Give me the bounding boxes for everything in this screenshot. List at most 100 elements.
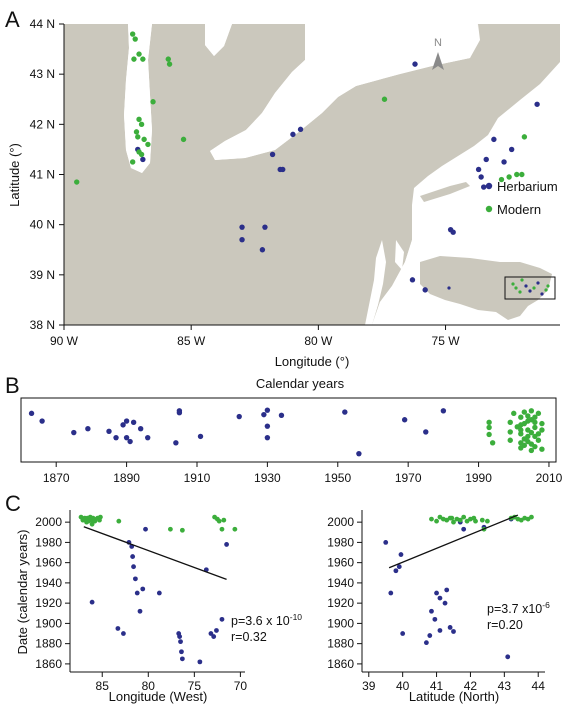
map-point-modern bbox=[138, 121, 145, 128]
timeline-point-herbarium bbox=[197, 433, 204, 440]
inset-point-herbarium bbox=[540, 292, 544, 296]
inset-point-modern bbox=[514, 286, 518, 290]
timeline-point-modern bbox=[507, 419, 513, 426]
inset-point-herbarium bbox=[536, 281, 540, 285]
timeline-point-modern bbox=[518, 414, 524, 420]
scatter-ytick-label: 1880 bbox=[327, 637, 354, 651]
scatter-point-modern bbox=[457, 517, 463, 523]
timeline-point-modern bbox=[518, 427, 524, 433]
scatter-point-modern bbox=[449, 515, 455, 521]
map-ytick-label: 44 N bbox=[30, 17, 55, 31]
map-point-herbarium bbox=[483, 156, 489, 163]
scatter-xtick-label: 39 bbox=[362, 679, 376, 693]
scatter-point-herbarium bbox=[396, 564, 402, 570]
timeline-point-herbarium bbox=[123, 434, 130, 441]
map-legend: Herbarium Modern bbox=[485, 179, 558, 217]
map-point-modern bbox=[129, 31, 136, 37]
scatter-xtick-label: 80 bbox=[142, 679, 156, 693]
scatter-point-herbarium bbox=[219, 616, 225, 622]
map-xtick-label: 75 W bbox=[432, 334, 461, 348]
scatter-point-herbarium bbox=[89, 599, 95, 605]
scatter-point-modern bbox=[473, 518, 478, 524]
scatter-xtick-label: 44 bbox=[532, 679, 546, 693]
scatter-point-herbarium bbox=[432, 616, 438, 622]
scatter-ytick-label: 1980 bbox=[327, 535, 354, 549]
longitude-scatter: 85 80 75 70 1860 1880 1900 1920 1940 1960 1980 2000… bbox=[35, 510, 302, 704]
map-point-herbarium bbox=[269, 151, 276, 158]
timeline-point-modern bbox=[539, 446, 545, 452]
scatter-point-herbarium bbox=[115, 626, 121, 631]
map-ytick-label: 38 N bbox=[30, 318, 55, 332]
scatter-ytick-label: 1880 bbox=[35, 637, 62, 651]
map-point-modern bbox=[150, 99, 156, 105]
date-ylabel: Date (calendar years) bbox=[15, 530, 30, 655]
scatter-point-herbarium bbox=[423, 640, 429, 646]
map-point-modern bbox=[131, 56, 137, 62]
scatter-point-modern bbox=[484, 518, 490, 524]
inset-point-herbarium bbox=[528, 289, 532, 293]
timeline-point-modern bbox=[539, 420, 545, 427]
map-point-modern bbox=[506, 174, 512, 180]
timeline-point-modern bbox=[507, 437, 513, 443]
map-point-herbarium bbox=[491, 136, 497, 143]
map-point-herbarium bbox=[280, 166, 286, 173]
scatter-point-herbarium bbox=[434, 590, 439, 596]
scatter-point-modern bbox=[216, 518, 222, 524]
scatter-point-modern bbox=[429, 516, 434, 522]
scatter-point-herbarium bbox=[437, 595, 443, 601]
panel-label-b: B bbox=[5, 373, 20, 398]
scatter-point-herbarium bbox=[121, 631, 126, 636]
inset-us-map bbox=[420, 256, 556, 320]
timeline-point-herbarium bbox=[120, 422, 126, 428]
map-point-modern bbox=[138, 151, 145, 158]
legend-modern: Modern bbox=[497, 202, 541, 217]
map-xtick-label: 80 W bbox=[304, 334, 333, 348]
timeline-tick-label: 1930 bbox=[254, 471, 281, 485]
timeline-tick-label: 1890 bbox=[113, 471, 140, 485]
map-point-herbarium bbox=[297, 126, 304, 133]
timeline-point-herbarium bbox=[127, 438, 133, 445]
map-point-modern bbox=[136, 116, 142, 123]
scatter-point-herbarium bbox=[179, 656, 185, 662]
latitude-scatter: 39 40 41 42 43 44 1860 1880 1900 1920 1940 1960 1980… bbox=[327, 510, 550, 704]
scatter-ytick-label: 2000 bbox=[327, 515, 354, 529]
map-ytick-label: 39 N bbox=[30, 268, 55, 282]
timeline-point-modern bbox=[518, 431, 524, 437]
map-point-modern bbox=[521, 134, 528, 140]
map-ytick-label: 43 N bbox=[30, 67, 55, 81]
map-point-modern bbox=[132, 36, 138, 42]
map-point-herbarium bbox=[422, 287, 428, 293]
scatter-point-herbarium bbox=[447, 625, 453, 630]
scatter-point-modern bbox=[461, 514, 467, 520]
map-point-modern bbox=[133, 129, 140, 135]
timeline-tick-label: 2010 bbox=[536, 471, 563, 485]
scatter-ytick-label: 1900 bbox=[35, 616, 62, 630]
scatter-point-herbarium bbox=[132, 576, 138, 582]
map-point-modern bbox=[165, 56, 171, 62]
inset-point-modern bbox=[520, 278, 524, 282]
map-point-herbarium bbox=[409, 277, 416, 283]
timeline-point-herbarium bbox=[261, 411, 267, 418]
timeline-point-modern bbox=[489, 440, 496, 446]
legend-marker-modern bbox=[485, 205, 493, 213]
timeline-point-modern bbox=[528, 429, 535, 436]
map-point-modern bbox=[145, 141, 151, 148]
scatter-point-herbarium bbox=[140, 586, 146, 592]
timeline-point-modern bbox=[525, 413, 531, 419]
map-point-modern bbox=[129, 159, 136, 165]
scatter-point-herbarium bbox=[178, 639, 183, 645]
timeline-point-herbarium bbox=[39, 418, 45, 424]
timeline-panel: 1870 1890 1910 1930 1950 1970 1990 2010 bbox=[20, 397, 563, 485]
scatter-point-modern bbox=[451, 519, 456, 525]
scatter-point-modern bbox=[232, 526, 238, 532]
map-point-herbarium bbox=[239, 224, 245, 230]
north-arrow-icon bbox=[432, 52, 444, 70]
timeline-point-herbarium bbox=[401, 417, 408, 423]
scatter-ytick-label: 1940 bbox=[35, 576, 62, 590]
map-point-modern bbox=[135, 134, 141, 140]
scatter-point-herbarium bbox=[451, 629, 456, 634]
timeline-point-herbarium bbox=[173, 440, 179, 446]
scatter-point-herbarium bbox=[224, 542, 229, 547]
inset-point-modern bbox=[532, 286, 536, 290]
scatter-point-modern bbox=[97, 514, 103, 520]
